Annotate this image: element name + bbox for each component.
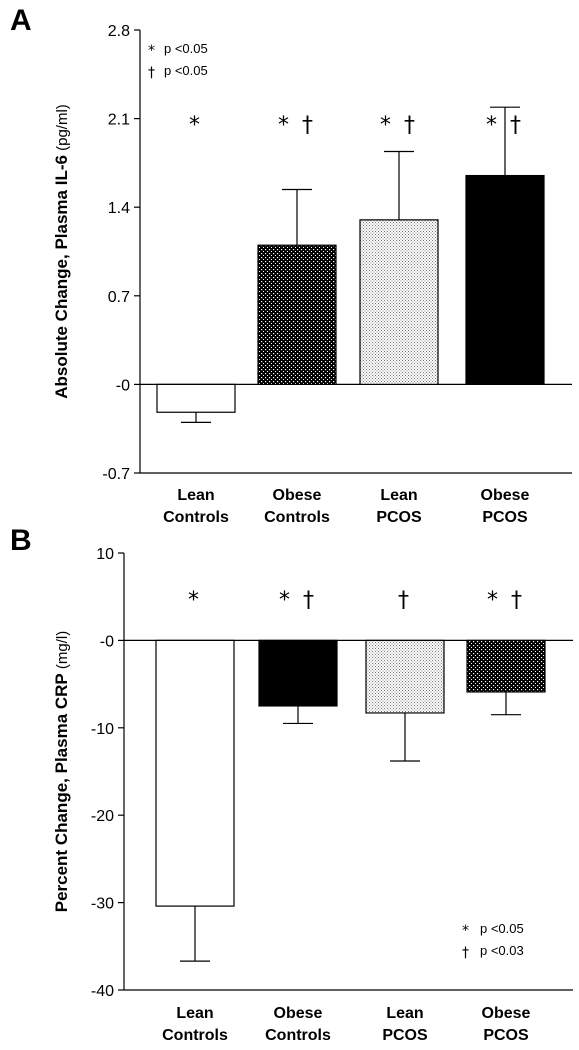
- legend-text: p <0.05: [164, 41, 208, 56]
- y-tick-label: 0.7: [108, 289, 130, 306]
- category-label: Obese: [481, 487, 530, 504]
- y-tick-label: 1.4: [108, 200, 130, 217]
- panel-a: A -0.7 -0 0.7 1.4 2.1 2.8 Absolute Change, Plas…: [10, 4, 572, 526]
- significance-mark: * †: [278, 113, 316, 138]
- significance-mark: *: [189, 113, 203, 138]
- y-axis-label: Absolute Change, Plasma IL-6 (pg/ml): [52, 104, 71, 399]
- legend-symbol: †: [148, 65, 155, 81]
- y-tick-label: -0.7: [102, 466, 130, 483]
- category-label: Lean: [380, 487, 417, 504]
- bar-3: [365, 639, 445, 714]
- y-tick-label: -0: [100, 633, 114, 650]
- panel-b: B -40 -30 -20 -10 -0 10 Percent Change, Plasma …: [10, 524, 573, 1044]
- significance-mark: * †: [380, 113, 418, 138]
- significance-mark: * †: [279, 588, 317, 613]
- y-tick-label: 2.8: [108, 23, 130, 40]
- y-axis-label-unit: (pg/ml): [54, 104, 71, 155]
- legend-symbol: *: [462, 923, 469, 939]
- bar-1: [155, 639, 235, 907]
- legend-symbol: †: [462, 945, 469, 961]
- legend-text: p <0.03: [480, 943, 524, 958]
- significance-mark: * †: [487, 588, 525, 613]
- category-label: Controls: [163, 509, 229, 526]
- category-label: Lean: [386, 1005, 423, 1022]
- panel-letter: B: [10, 524, 32, 557]
- category-label: PCOS: [482, 509, 528, 526]
- y-tick-label: 10: [96, 546, 114, 563]
- y-tick-label: -20: [91, 808, 114, 825]
- bar-2: [258, 639, 338, 707]
- significance-mark: * †: [486, 113, 524, 138]
- y-tick-label: -30: [91, 896, 114, 913]
- category-label: Obese: [274, 1005, 323, 1022]
- bar-2: [257, 244, 337, 386]
- category-label: PCOS: [376, 509, 422, 526]
- y-tick-label: -0: [116, 377, 130, 394]
- legend-symbol: *: [148, 43, 155, 59]
- category-label: PCOS: [382, 1027, 428, 1044]
- bar-3: [359, 219, 439, 386]
- category-label: Lean: [177, 487, 214, 504]
- bar-1: [156, 383, 236, 413]
- significance-mark: *: [188, 588, 202, 613]
- y-axis-label: Percent Change, Plasma CRP (mg/l): [52, 631, 71, 913]
- category-label: Controls: [162, 1027, 228, 1044]
- category-label: PCOS: [483, 1027, 529, 1044]
- category-label: Controls: [265, 1027, 331, 1044]
- bar-4: [465, 174, 545, 385]
- panel-letter: A: [10, 4, 32, 37]
- category-label: Obese: [273, 487, 322, 504]
- category-label: Obese: [482, 1005, 531, 1022]
- y-axis-label-text: Percent Change, Plasma CRP: [52, 673, 71, 912]
- y-axis-label-unit: (mg/l): [54, 631, 71, 674]
- y-tick-label: -10: [91, 721, 114, 738]
- bar-4: [466, 639, 546, 693]
- legend-text: p <0.05: [164, 63, 208, 78]
- legend-text: p <0.05: [480, 921, 524, 936]
- y-tick-label: -40: [91, 983, 114, 1000]
- significance-mark: †: [398, 588, 412, 613]
- y-axis-label-text: Absolute Change, Plasma IL-6: [52, 155, 71, 399]
- category-label: Controls: [264, 509, 330, 526]
- y-tick-label: 2.1: [108, 112, 130, 129]
- category-label: Lean: [176, 1005, 213, 1022]
